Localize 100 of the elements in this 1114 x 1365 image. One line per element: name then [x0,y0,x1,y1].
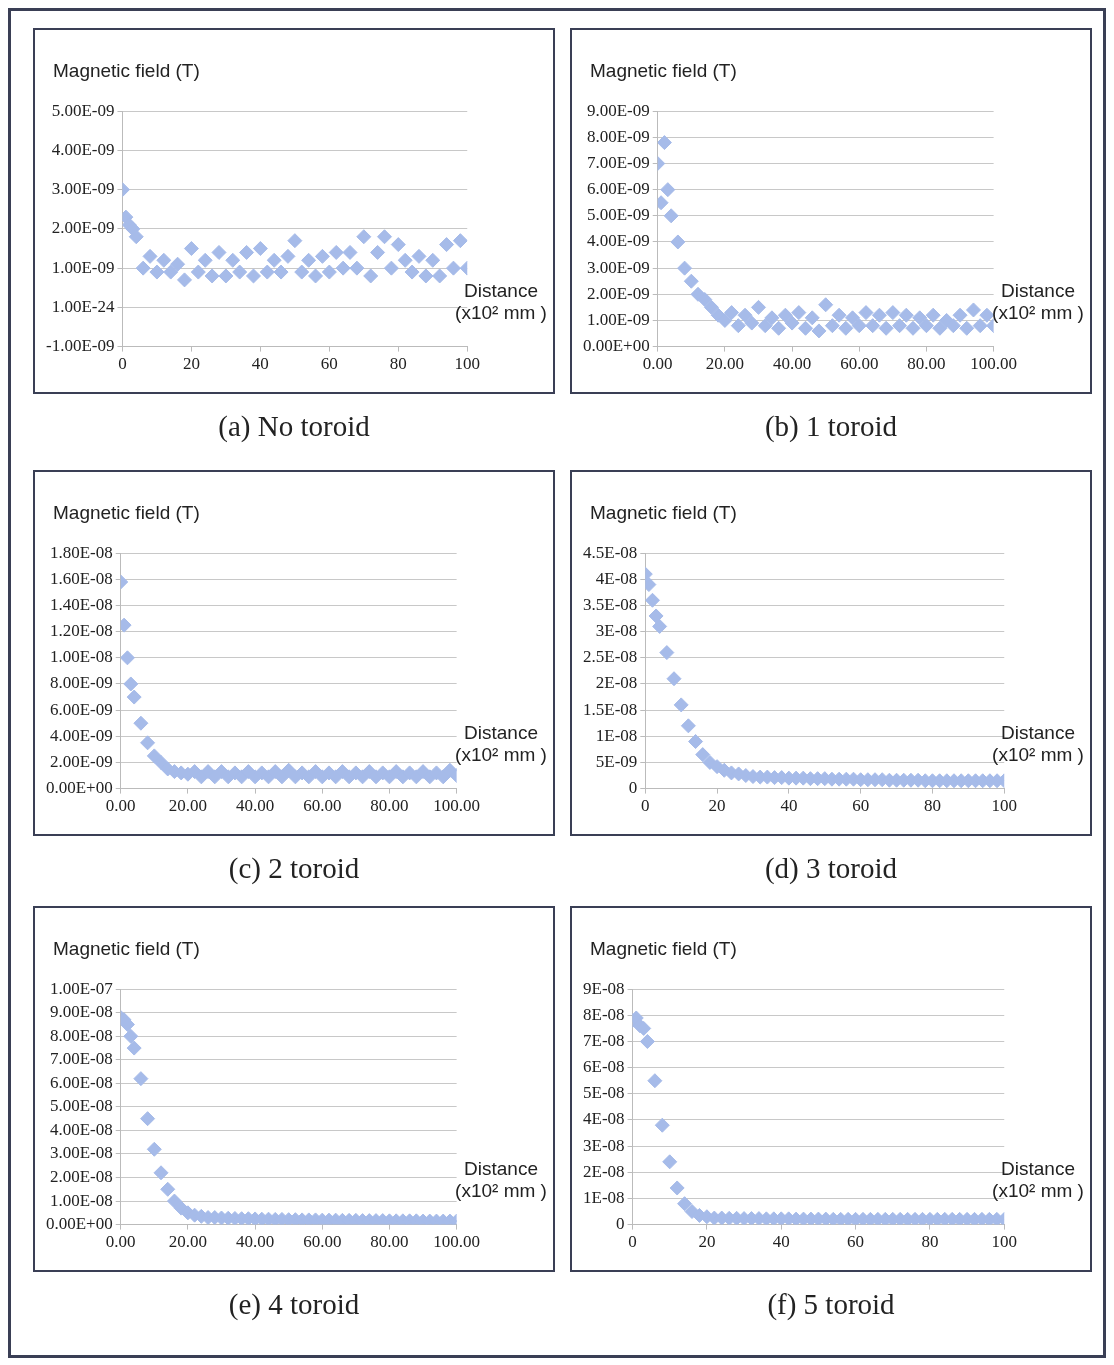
point [245,268,261,284]
y-tick-label: 3.00E-09 [51,179,115,199]
y-tick-label: 0 [616,1214,625,1234]
point [688,734,704,750]
point [666,671,682,687]
point [120,650,135,666]
y-tick-label: 8.00E-09 [586,126,650,146]
point [845,310,861,326]
point [135,260,151,276]
point [321,264,337,280]
point [680,718,696,734]
x-tick-label: 60.00 [840,354,879,374]
y-tick-label: 0.00E+00 [45,1214,113,1234]
y-tick-label: 2.00E-09 [586,283,650,303]
point [314,248,330,264]
point [140,735,156,751]
y-tick-label: 4.00E-09 [586,231,650,251]
y-tick-label: 1E-08 [595,725,638,745]
x-tick-label: 80.00 [370,1232,409,1252]
point [177,272,193,288]
x-tick-label: 40.00 [235,796,275,816]
y-tick-label: 5.00E-08 [49,1096,113,1116]
point [163,264,179,280]
x-tick-label: 60 [852,796,870,816]
point [383,260,399,276]
point [225,252,241,268]
x-tick-label: 60 [847,1232,865,1252]
point [648,608,664,624]
point [757,318,773,334]
point [818,297,834,313]
point [824,318,840,334]
point [965,302,981,318]
point [342,244,358,260]
point [750,299,766,315]
x-tick-label: 40 [251,354,269,374]
point [432,268,448,284]
x-tick-label: 100 [991,796,1017,816]
point [697,292,713,308]
point [663,208,679,224]
point [123,676,139,692]
point [308,268,324,284]
point [851,318,867,334]
point [252,241,268,257]
point [952,307,968,323]
y-tick-label: 1.60E-08 [49,568,113,588]
y-tick-label: 9.00E-09 [586,100,650,120]
y-tick-label: 3.00E-08 [49,1143,113,1163]
point [349,260,365,276]
x-tick-label: 40.00 [235,1232,275,1252]
point [142,248,158,264]
x-tick-label: 100 [454,354,480,374]
point [397,252,413,268]
x-tick-label: 40 [780,796,798,816]
y-tick-label: 6E-08 [583,1057,625,1077]
x-axis-title: Distance (x10² mm ) [455,722,547,766]
y-tick-label: 3E-08 [583,1135,625,1155]
point [425,252,441,268]
text: (e) 4 toroid [227,1288,361,1321]
point [918,318,934,334]
y-tick-label: 2.00E-09 [51,218,115,238]
x-tick-label: 80 [389,354,407,374]
y-tick-label: 7.00E-09 [586,152,650,172]
x-tick-label: 0.00 [642,354,673,374]
point [204,268,220,284]
point [166,1193,182,1209]
point [301,252,317,268]
point [660,182,676,198]
y-axis-title: Magnetic field (T) [590,502,737,524]
point [724,305,740,321]
point [404,264,420,280]
y-tick-label: 4.00E-09 [51,139,115,159]
x-tick-label: 20 [698,1232,716,1252]
point [418,268,434,284]
point [190,264,206,280]
y-tick-label: 8E-08 [583,1004,625,1024]
x-tick-label: 60.00 [303,796,342,816]
point [673,697,689,713]
point [647,1073,663,1089]
y-tick-label: 0.00E+00 [45,778,113,798]
point [287,233,303,249]
point [838,320,854,336]
point [123,1028,139,1044]
x-tick-label: 0.00 [105,796,136,816]
x-tick-label: 60 [320,354,338,374]
point [677,1196,693,1212]
y-tick-label: 3.00E-09 [586,257,650,277]
point [266,252,282,268]
point [126,1040,142,1056]
y-axis-title: Magnetic field (T) [53,60,200,82]
point [764,310,780,326]
x-tick-label: 80.00 [370,796,409,816]
x-tick-label: 80.00 [907,354,946,374]
y-tick-label: 8.00E-09 [49,673,113,693]
point [140,1111,156,1127]
point [865,318,881,334]
x-tick-label: 20 [182,354,200,374]
x-tick-label: 0.00 [105,1232,136,1252]
point [811,323,827,339]
point [652,618,668,634]
point [798,320,814,336]
